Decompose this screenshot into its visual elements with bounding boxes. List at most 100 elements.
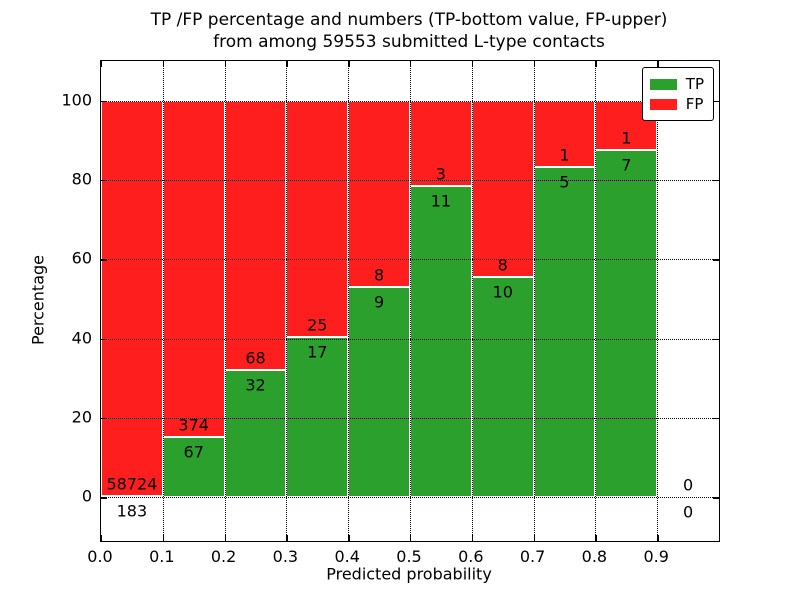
plot-area: 58724 183 374 67 68 32 25 17 8 9 3 11 8 10 1 5 1 7 0 0 TP F…	[100, 60, 720, 542]
y-tick-label: 80	[71, 169, 92, 189]
tp-count-label: 67	[183, 442, 204, 462]
x-tick-mark	[657, 61, 659, 67]
y-tick-mark	[101, 100, 107, 103]
x-tick-mark	[224, 535, 226, 541]
bar-tp-segment	[533, 166, 596, 498]
bar-fp-segment	[533, 100, 596, 167]
y-tick-mark	[713, 180, 719, 182]
bar-fp-segment	[286, 100, 349, 337]
legend-entry-fp: FP	[649, 95, 704, 113]
x-tick-mark	[348, 61, 350, 67]
x-tick-mark	[410, 61, 412, 67]
x-tick-label: 0.1	[149, 547, 175, 566]
fp-count-label: 8	[374, 265, 385, 285]
tp-count-label: 32	[245, 375, 266, 395]
y-tick-label: 20	[71, 407, 92, 427]
fp-count-label: 58724	[106, 474, 158, 494]
tp-count-label: 9	[374, 292, 385, 312]
y-tick-mark	[101, 418, 107, 420]
tp-swatch-icon	[649, 78, 677, 90]
x-tick-mark	[471, 61, 474, 67]
tp-count-label: 7	[621, 155, 632, 175]
fp-count-label: 8	[497, 255, 508, 275]
fp-count-label: 68	[245, 348, 266, 368]
x-tick-label: 0.6	[458, 547, 484, 566]
bar-fp-segment	[101, 100, 163, 497]
tp-count-label: 10	[492, 282, 513, 302]
chart-title-line1: TP /FP percentage and numbers (TP-bottom…	[150, 10, 668, 30]
fp-count-label: 25	[307, 315, 328, 335]
tp-count-label: 183	[116, 501, 148, 521]
y-tick-mark	[713, 418, 719, 420]
x-tick-mark	[286, 535, 288, 541]
x-tick-label: 0.2	[210, 547, 237, 566]
x-tick-mark	[224, 61, 226, 67]
legend-label-fp: FP	[685, 95, 704, 113]
tp-count-label: 5	[559, 172, 570, 192]
legend-entry-tp: TP	[649, 75, 704, 93]
x-tick-mark	[533, 535, 535, 541]
x-tick-label: 0.7	[519, 547, 546, 566]
y-tick-mark	[101, 180, 107, 182]
y-tick-mark	[713, 497, 719, 499]
bar-tp-segment	[471, 276, 534, 498]
x-tick-mark	[595, 61, 597, 67]
x-tick-label: 0.0	[87, 547, 113, 566]
bar-tp-segment	[410, 185, 472, 498]
fp-swatch-icon	[649, 98, 677, 110]
y-tick-mark	[101, 497, 107, 499]
x-tick-label: 0.8	[581, 547, 608, 566]
x-tick-label: 0.9	[643, 547, 669, 566]
y-tick-label: 0	[81, 486, 92, 506]
x-axis-label: Predicted probability	[326, 564, 492, 584]
legend: TP FP	[641, 67, 714, 121]
tp-count-label: 0	[683, 502, 694, 522]
y-tick-mark	[101, 259, 107, 261]
bar-fp-segment	[410, 100, 472, 186]
x-tick-mark	[657, 535, 659, 541]
bar-fp-segment	[348, 100, 410, 288]
chart-title-line2: from among 59553 submitted L-type contac…	[213, 32, 605, 52]
gridline-vertical	[410, 61, 411, 541]
bar-tp-segment	[595, 150, 658, 498]
x-tick-mark	[410, 535, 412, 541]
y-tick-label: 100	[61, 90, 92, 110]
y-tick-mark	[101, 338, 107, 341]
gridline-vertical	[657, 61, 659, 541]
bar-fp-segment	[471, 100, 534, 277]
x-tick-mark	[595, 535, 597, 541]
tp-count-label: 11	[430, 191, 452, 211]
x-tick-mark	[101, 535, 103, 541]
gridline-vertical	[533, 61, 535, 541]
gridline-vertical	[162, 61, 164, 541]
y-tick-mark	[713, 100, 719, 103]
fp-count-label: 1	[559, 145, 570, 165]
x-tick-mark	[533, 61, 535, 67]
bar-tp-segment	[286, 336, 349, 498]
x-tick-mark	[101, 61, 103, 67]
gridline-vertical	[224, 61, 226, 541]
fp-count-label: 1	[621, 128, 632, 148]
x-tick-mark	[286, 61, 288, 67]
bar-tp-segment	[224, 370, 287, 498]
bar-fp-segment	[162, 100, 225, 438]
bar-tp-segment	[348, 287, 410, 498]
bar-fp-segment	[224, 100, 287, 371]
fp-count-label: 0	[683, 475, 694, 495]
x-tick-mark	[162, 61, 165, 67]
fp-count-label: 3	[435, 164, 446, 184]
x-tick-mark	[348, 535, 350, 541]
gridline-vertical	[595, 61, 597, 541]
fp-count-label: 374	[178, 415, 209, 435]
x-tick-mark	[471, 535, 474, 541]
x-tick-label: 0.5	[396, 547, 422, 566]
y-tick-label: 60	[71, 248, 92, 268]
y-tick-mark	[713, 259, 719, 261]
gridline-vertical	[471, 61, 473, 541]
y-tick-mark	[713, 338, 719, 341]
gridline-vertical	[348, 61, 350, 541]
y-tick-label: 40	[71, 328, 92, 348]
y-axis-label: Percentage	[28, 254, 48, 346]
legend-label-tp: TP	[685, 75, 704, 93]
